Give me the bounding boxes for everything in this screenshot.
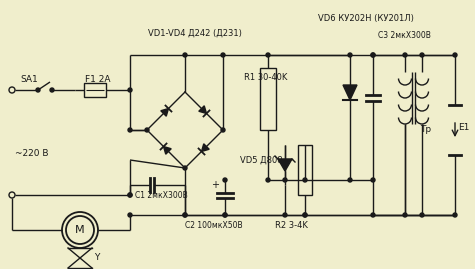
Circle shape (221, 53, 225, 57)
Circle shape (183, 166, 187, 170)
Circle shape (420, 53, 424, 57)
Text: +: + (211, 180, 219, 190)
Circle shape (128, 88, 132, 92)
Bar (298, 145, 312, 195)
Circle shape (371, 213, 375, 217)
Circle shape (371, 53, 375, 57)
Circle shape (183, 213, 187, 217)
Circle shape (403, 53, 407, 57)
Text: E1: E1 (458, 123, 469, 133)
Circle shape (36, 88, 40, 92)
Text: Y: Y (94, 253, 99, 263)
Bar (84, 83, 106, 97)
Polygon shape (201, 144, 209, 151)
Circle shape (283, 213, 287, 217)
Circle shape (283, 178, 287, 182)
Circle shape (128, 213, 132, 217)
Circle shape (223, 213, 227, 217)
Circle shape (223, 213, 227, 217)
Circle shape (371, 53, 375, 57)
Circle shape (348, 53, 352, 57)
Circle shape (420, 213, 424, 217)
Polygon shape (278, 159, 292, 171)
Text: R1 30-40K: R1 30-40K (244, 73, 287, 83)
Circle shape (50, 88, 54, 92)
Circle shape (221, 128, 225, 132)
Circle shape (453, 53, 457, 57)
Circle shape (403, 213, 407, 217)
Text: SA1: SA1 (20, 76, 38, 84)
Circle shape (303, 178, 307, 182)
Polygon shape (161, 108, 169, 116)
Text: R2 3-4K: R2 3-4K (275, 221, 308, 229)
Text: VD1-VD4 Д242 (Д231): VD1-VD4 Д242 (Д231) (148, 29, 242, 37)
Circle shape (183, 53, 187, 57)
Circle shape (145, 128, 149, 132)
Circle shape (128, 128, 132, 132)
Polygon shape (343, 85, 357, 100)
Circle shape (128, 193, 132, 197)
Circle shape (303, 213, 307, 217)
Text: VD5 Д808: VD5 Д808 (240, 155, 283, 165)
Circle shape (348, 178, 352, 182)
Circle shape (223, 178, 227, 182)
Text: C2 100мкХ50В: C2 100мкХ50В (185, 221, 243, 229)
Polygon shape (163, 147, 171, 154)
Text: C1 2мкХ300В: C1 2мкХ300В (135, 192, 188, 200)
Circle shape (266, 53, 270, 57)
Text: F1 2A: F1 2A (85, 75, 111, 83)
Circle shape (371, 178, 375, 182)
Text: ~220 В: ~220 В (15, 148, 48, 158)
Polygon shape (199, 106, 207, 114)
Circle shape (453, 213, 457, 217)
Text: C3 2мкХ300В: C3 2мкХ300В (378, 30, 431, 40)
Text: М: М (75, 225, 85, 235)
Text: VD6 КУ202Н (КУ201Л): VD6 КУ202Н (КУ201Л) (318, 13, 414, 23)
Circle shape (183, 213, 187, 217)
Circle shape (303, 213, 307, 217)
Circle shape (266, 178, 270, 182)
Bar (260, 68, 276, 130)
Circle shape (128, 193, 132, 197)
Text: Тр: Тр (420, 126, 431, 134)
